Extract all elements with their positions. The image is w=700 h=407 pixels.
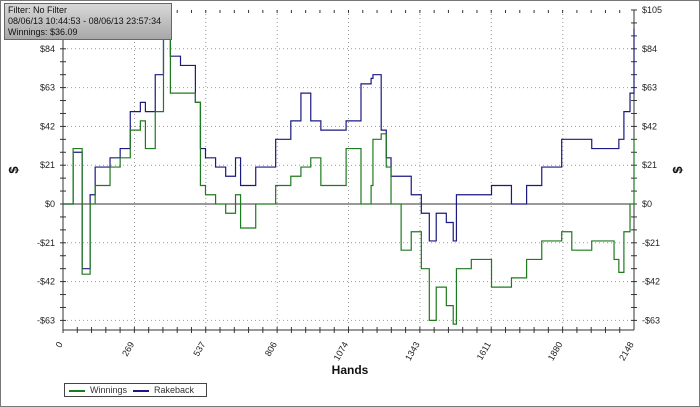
x-tick-label: 1074	[332, 340, 351, 362]
x-axis-label: Hands	[332, 363, 369, 377]
y-tick-label-left: -$63	[37, 315, 55, 325]
legend: Winnings Rakeback	[64, 383, 207, 397]
y-tick-label-left: $21	[40, 160, 55, 170]
y-tick-label-right: -$21	[642, 238, 660, 248]
series-winnings	[63, 27, 635, 325]
legend-winnings: Winnings	[69, 385, 127, 395]
y-axis-label-left: $	[6, 166, 21, 174]
x-tick-label: 269	[120, 340, 136, 358]
y-tick-label-right: $21	[642, 160, 657, 170]
y-tick-label-left: $42	[40, 121, 55, 131]
x-tick-label: 806	[263, 340, 279, 358]
date-range-text: 08/06/13 10:44:53 - 08/06/13 23:57:34	[8, 16, 162, 26]
y-tick-label-left: $84	[40, 44, 55, 54]
x-tick-label: 1611	[475, 340, 493, 362]
y-tick-label-right: $84	[642, 44, 657, 54]
filter-text: Filter: No Filter	[8, 5, 68, 15]
y-tick-label-left: -$42	[37, 277, 55, 287]
y-tick-label-right: $105	[642, 5, 662, 15]
x-tick-label: 2148	[617, 340, 636, 362]
y-axis-label-right: $	[670, 166, 685, 174]
x-tick-label: 0	[54, 340, 65, 349]
winnings-text: Winnings: $36.09	[8, 27, 78, 37]
y-tick-label-left: $63	[40, 83, 55, 93]
legend-rakeback: Rakeback	[133, 385, 194, 395]
y-tick-label-right: $42	[642, 121, 657, 131]
y-tick-label-left: -$21	[37, 238, 55, 248]
y-tick-label-right: -$42	[642, 277, 660, 287]
y-tick-label-right: $63	[642, 83, 657, 93]
info-box: Filter: No Filter 08/06/13 10:44:53 - 08…	[4, 3, 172, 40]
y-tick-label-left: $0	[45, 199, 55, 209]
x-tick-label: 537	[191, 340, 207, 358]
series-rakeback	[63, 28, 635, 270]
x-tick-label: 1343	[403, 340, 422, 362]
x-tick-label: 1880	[546, 340, 565, 362]
y-tick-label-right: -$63	[642, 315, 660, 325]
y-tick-label-right: $0	[642, 199, 652, 209]
